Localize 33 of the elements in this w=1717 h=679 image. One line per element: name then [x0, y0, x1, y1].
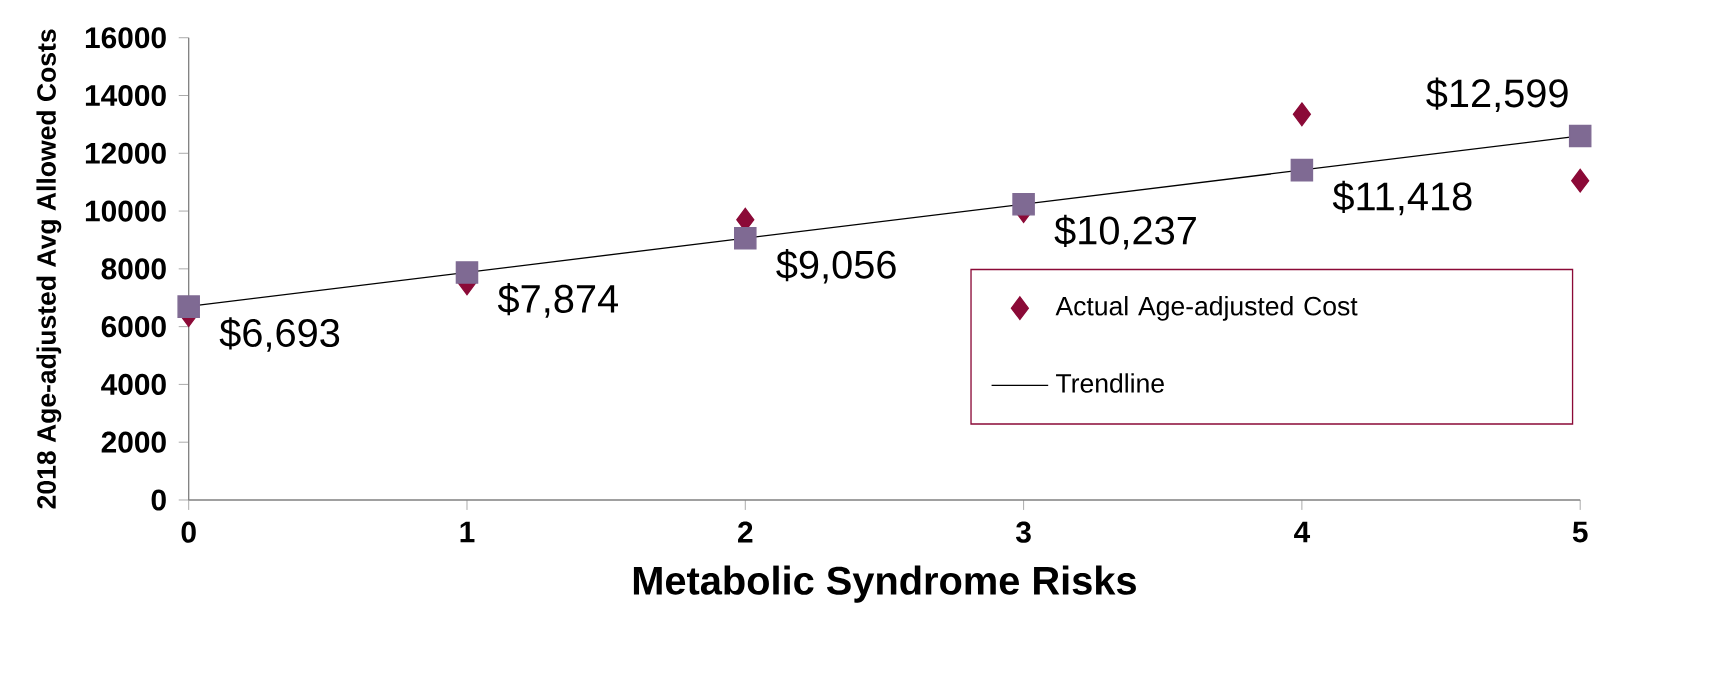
data-label: $10,237: [1054, 214, 1196, 250]
x-tick-label: 5: [1572, 521, 1588, 543]
x-tick-label: 1: [460, 521, 475, 543]
x-tick-label: 4: [1294, 521, 1311, 543]
data-label: $6,693: [219, 317, 340, 352]
data-label: $9,056: [776, 248, 896, 284]
point: [1571, 168, 1590, 193]
y-tick-label: 4000: [101, 373, 166, 395]
y-tick-label: 16000: [85, 27, 166, 49]
point: [1012, 192, 1035, 216]
y-tick-label: 2000: [101, 431, 166, 453]
data-label: $11,418: [1332, 180, 1472, 216]
data-label: $12,599: [1426, 77, 1568, 113]
point: [1292, 102, 1312, 127]
y-tick-label: 10000: [85, 200, 166, 222]
y-tick-label: 12000: [85, 142, 166, 164]
point: [177, 295, 200, 318]
x-axis-title: Metabolic Syndrome Risks: [633, 565, 1136, 603]
point: [734, 226, 757, 250]
data-label: $7,874: [497, 283, 618, 318]
y-tick-label: 14000: [85, 84, 166, 106]
x-tick-label: 0: [181, 521, 196, 543]
x-tick-label: 2: [738, 521, 753, 543]
x-tick-label: 3: [1015, 521, 1031, 543]
y-tick-label: 8000: [101, 258, 166, 280]
legend-label: Actual Age-adjusted Cost: [1055, 295, 1358, 321]
point: [1568, 124, 1592, 148]
point: [455, 261, 479, 284]
point: [1290, 158, 1314, 182]
legend-label: Trendline: [1056, 373, 1164, 393]
y-axis-title: 2018 Age-adjusted Avg Allowed Costs: [36, 29, 62, 509]
y-tick-label: 6000: [101, 315, 166, 338]
y-tick-label: 0: [151, 489, 166, 511]
